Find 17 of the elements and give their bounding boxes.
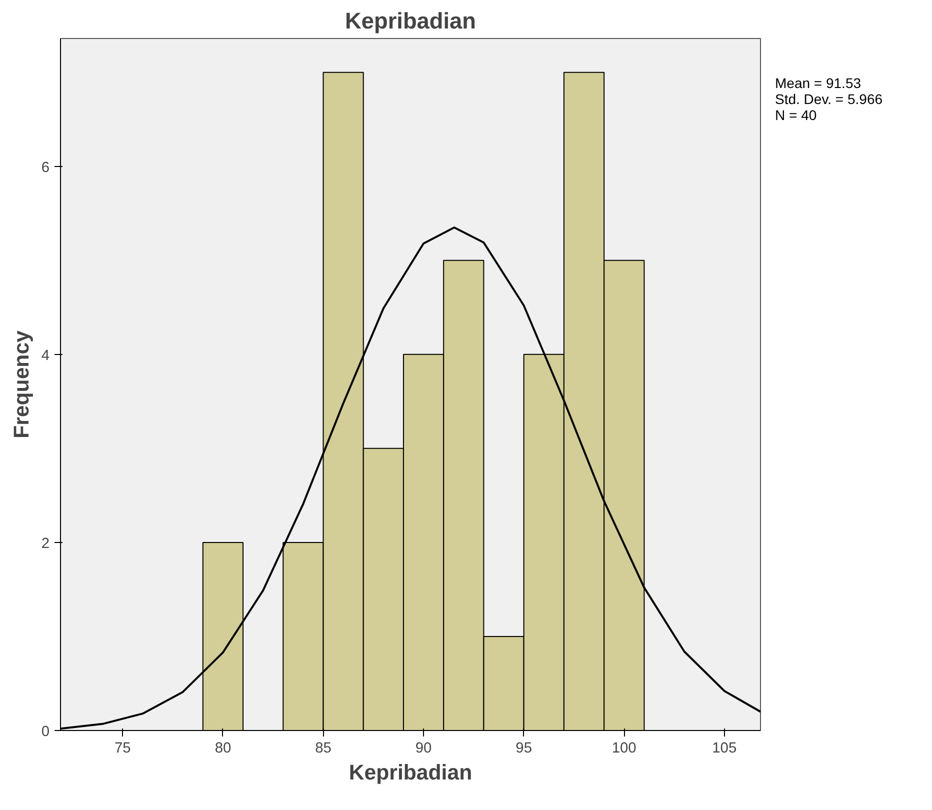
x-tick-label: 75	[114, 740, 131, 756]
text: Std. Dev. = 5.966	[775, 91, 883, 107]
x-tick-label: 90	[415, 740, 432, 756]
x-tick-label: 105	[712, 740, 737, 756]
x-tick-label: 100	[612, 740, 636, 756]
y-tick-label: 0	[41, 724, 50, 740]
text: N = 40	[775, 107, 817, 123]
x-tick-label: 80	[214, 740, 232, 756]
x-tick-label: 85	[315, 740, 332, 756]
x-axis-title: Kepribadian	[348, 760, 472, 784]
y-axis-title: Frequency	[9, 330, 34, 438]
y-tick-label: 6	[41, 160, 50, 176]
y-tick-label: 2	[41, 536, 50, 552]
text: Mean = 91.53	[775, 75, 862, 91]
chart-title: Kepribadian	[345, 8, 476, 34]
x-tick-label: 95	[516, 740, 532, 756]
y-tick-label: 4	[41, 348, 50, 364]
